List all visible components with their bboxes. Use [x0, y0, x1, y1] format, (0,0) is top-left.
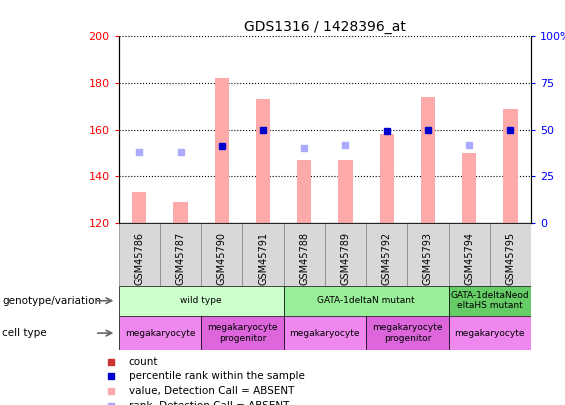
- Bar: [201, 316, 284, 350]
- Bar: [503, 109, 518, 223]
- Title: GDS1316 / 1428396_at: GDS1316 / 1428396_at: [244, 20, 406, 34]
- Bar: [256, 99, 270, 223]
- Text: GSM45792: GSM45792: [382, 232, 392, 285]
- Bar: [366, 316, 449, 350]
- Text: GATA-1deltaN mutant: GATA-1deltaN mutant: [318, 296, 415, 305]
- Bar: [119, 223, 160, 286]
- Text: GSM45789: GSM45789: [341, 232, 350, 285]
- Text: GSM45786: GSM45786: [134, 232, 144, 285]
- Text: value, Detection Call = ABSENT: value, Detection Call = ABSENT: [129, 386, 294, 396]
- Text: wild type: wild type: [180, 296, 222, 305]
- Bar: [490, 223, 531, 286]
- Bar: [284, 316, 366, 350]
- Text: count: count: [129, 357, 158, 367]
- Text: GSM45788: GSM45788: [299, 232, 309, 285]
- Bar: [407, 223, 449, 286]
- Bar: [421, 97, 435, 223]
- Bar: [338, 160, 353, 223]
- Bar: [284, 223, 325, 286]
- Text: megakaryocyte: megakaryocyte: [455, 328, 525, 338]
- Text: megakaryocyte: megakaryocyte: [125, 328, 195, 338]
- Bar: [119, 316, 201, 350]
- Bar: [284, 286, 449, 316]
- Bar: [242, 223, 284, 286]
- Bar: [449, 223, 490, 286]
- Bar: [366, 223, 407, 286]
- Bar: [215, 79, 229, 223]
- Bar: [462, 153, 476, 223]
- Text: GSM45794: GSM45794: [464, 232, 474, 285]
- Bar: [160, 223, 201, 286]
- Text: genotype/variation: genotype/variation: [2, 296, 102, 306]
- Text: rank, Detection Call = ABSENT: rank, Detection Call = ABSENT: [129, 401, 289, 405]
- Text: GSM45793: GSM45793: [423, 232, 433, 285]
- Bar: [449, 316, 531, 350]
- Bar: [132, 192, 146, 223]
- Bar: [297, 160, 311, 223]
- Text: megakaryocyte
progenitor: megakaryocyte progenitor: [372, 324, 442, 343]
- Text: megakaryocyte
progenitor: megakaryocyte progenitor: [207, 324, 277, 343]
- Text: GATA-1deltaNeod
eltaHS mutant: GATA-1deltaNeod eltaHS mutant: [450, 291, 529, 310]
- Text: GSM45787: GSM45787: [176, 232, 185, 285]
- Bar: [380, 134, 394, 223]
- Text: GSM45795: GSM45795: [506, 232, 515, 285]
- Text: GSM45790: GSM45790: [217, 232, 227, 285]
- Bar: [325, 223, 366, 286]
- Bar: [201, 223, 242, 286]
- Text: GSM45791: GSM45791: [258, 232, 268, 285]
- Bar: [119, 286, 284, 316]
- Text: megakaryocyte: megakaryocyte: [290, 328, 360, 338]
- Bar: [449, 286, 531, 316]
- Text: percentile rank within the sample: percentile rank within the sample: [129, 371, 305, 382]
- Text: cell type: cell type: [2, 328, 47, 338]
- Bar: [173, 202, 188, 223]
